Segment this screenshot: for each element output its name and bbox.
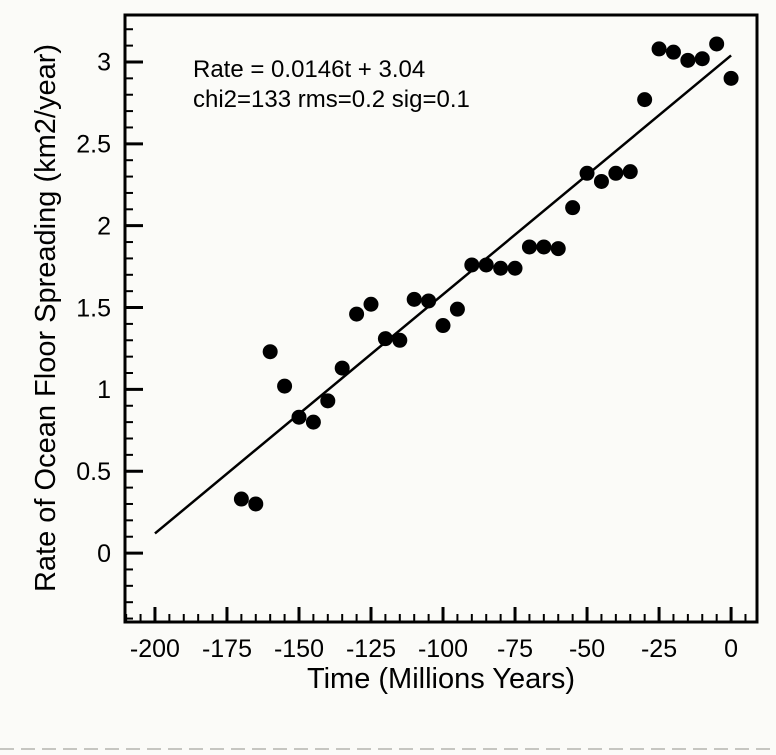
data-point — [291, 409, 307, 425]
data-point — [579, 165, 595, 181]
data-point — [665, 44, 681, 60]
y-tick-label: 0 — [97, 540, 111, 568]
x-tick-label: -125 — [346, 635, 396, 663]
x-minor-ticks — [125, 614, 747, 622]
data-point — [305, 414, 321, 430]
data-point — [709, 36, 725, 52]
data-point — [233, 491, 249, 507]
data-point — [478, 257, 494, 273]
y-tick-label: 0.5 — [76, 458, 111, 486]
x-tick-label: -25 — [641, 635, 677, 663]
y-tick-label: 3 — [97, 49, 111, 77]
x-tick-label: -50 — [569, 635, 605, 663]
data-point — [248, 496, 264, 512]
plot-frame — [123, 13, 759, 624]
data-point — [565, 200, 581, 216]
fit-line — [154, 54, 732, 535]
x-tick-labels: -200 -175 -150 -125 -100 -75 -50 -25 0 — [130, 635, 738, 663]
fit-stats-text: chi2=133 rms=0.2 sig=0.1 — [193, 86, 470, 113]
data-point — [349, 306, 365, 322]
y-tick-label: 2 — [97, 212, 111, 240]
data-point — [277, 378, 293, 394]
data-point — [680, 52, 696, 68]
x-major-ticks — [153, 607, 733, 622]
data-point — [637, 92, 653, 108]
data-point — [392, 332, 408, 348]
y-major-ticks — [125, 60, 143, 555]
x-tick-label: -75 — [497, 635, 533, 663]
data-point — [377, 331, 393, 347]
y-tick-label: 1 — [97, 376, 111, 404]
data-point — [464, 257, 480, 273]
data-point — [406, 291, 422, 307]
bottom-edge-artifact — [0, 748, 776, 750]
data-point — [493, 260, 509, 276]
x-tick-label: -100 — [418, 635, 468, 663]
data-point — [262, 344, 278, 360]
data-point — [435, 318, 451, 334]
data-point — [608, 165, 624, 181]
data-point — [550, 241, 566, 257]
y-axis-label: Rate of Ocean Floor Spreading (km2/year) — [30, 44, 62, 592]
data-point — [421, 293, 437, 309]
data-point — [507, 260, 523, 276]
x-axis-label: Time (Millions Years) — [307, 663, 575, 695]
data-point — [651, 41, 667, 57]
data-points — [233, 36, 739, 512]
y-minor-ticks — [125, 28, 133, 620]
x-tick-label: -150 — [274, 635, 324, 663]
data-point — [449, 301, 465, 317]
data-point — [334, 360, 350, 376]
data-point — [694, 51, 710, 67]
fit-equation-text: Rate = 0.0146t + 3.04 — [193, 56, 425, 83]
data-point — [320, 393, 336, 409]
data-point — [536, 239, 552, 255]
x-tick-label: -200 — [130, 635, 180, 663]
data-point — [363, 296, 379, 312]
data-point — [622, 164, 638, 180]
y-tick-label: 1.5 — [76, 294, 111, 322]
y-tick-labels: 0 0.5 1 1.5 2 2.5 3 — [76, 49, 111, 568]
data-point — [593, 173, 609, 189]
x-tick-label: 0 — [724, 635, 738, 663]
data-point — [723, 70, 739, 86]
y-tick-label: 2.5 — [76, 131, 111, 159]
x-tick-label: -175 — [202, 635, 252, 663]
data-point — [521, 239, 537, 255]
